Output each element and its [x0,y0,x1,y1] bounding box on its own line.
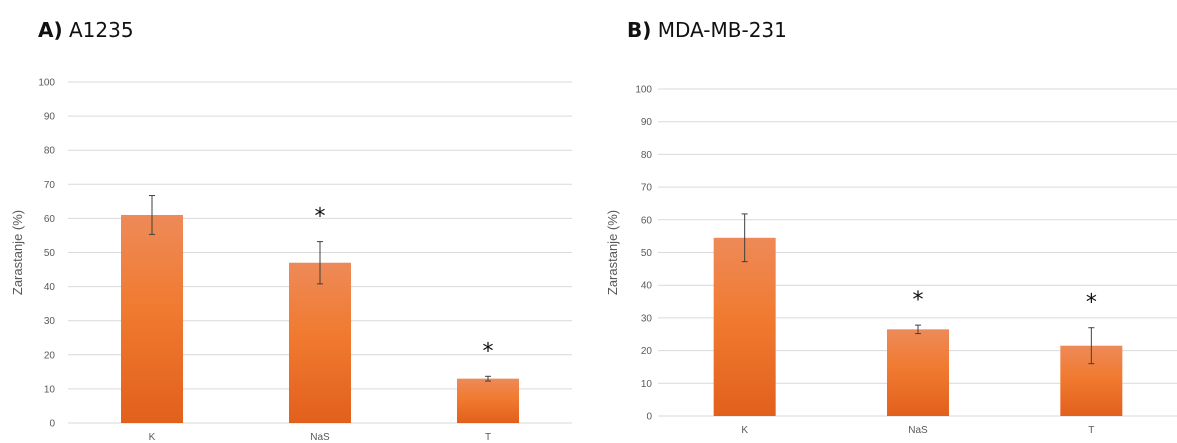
chart-a-ytick-label: 70 [44,180,56,191]
chart-a-ytick-label: 80 [44,146,56,157]
chart-a-xtick-label: NaS [310,432,330,443]
chart-b-ytick-label: 90 [641,117,653,128]
panel-b-name: MDA-MB-231 [657,18,787,42]
chart-a-ylabel: Zarastanje (%) [10,210,25,295]
chart-b-bar-nas [887,329,949,416]
chart-b-ytick-label: 70 [641,183,653,194]
panel-b-letter: B) [627,18,652,42]
chart-b-ytick-label: 100 [635,85,652,96]
chart-a-ytick-label: 10 [44,384,56,395]
chart-b: 0 10 20 30 40 50 60 70 80 90 100 Zarastanje (%) K * Na… [605,85,1177,436]
chart-a: 0 10 20 30 40 50 60 70 80 90 100 Zarastanje (%) K * Na… [10,78,572,443]
panel-a-title: A) A1235 [38,18,134,42]
chart-a-bar-nas [289,262,351,423]
chart-b-ytick-label: 40 [641,281,653,292]
panel-a-letter: A) [38,18,63,42]
chart-b-significance-marker: * [1086,291,1097,316]
chart-a-ytick-label: 40 [44,282,56,293]
chart-a-xtick-label: K [149,432,156,443]
chart-b-significance-marker: * [913,288,924,313]
chart-b-ytick-label: 10 [641,379,653,390]
chart-b-xtick-label: NaS [908,425,928,436]
chart-b-xtick-label: T [1088,425,1094,436]
panel-b-title: B) MDA-MB-231 [627,18,787,42]
chart-b-ylabel: Zarastanje (%) [605,210,620,295]
chart-b-ytick-label: 20 [641,346,653,357]
chart-a-bar-t [457,378,519,423]
chart-b-bar-k [713,237,776,416]
chart-a-ytick-label: 0 [49,419,55,430]
chart-a-ytick-label: 30 [44,316,56,327]
chart-a-ytick-label: 100 [38,78,55,89]
chart-a-xtick-label: T [485,432,491,443]
chart-a-bar-k [121,214,183,423]
chart-b-ytick-label: 50 [641,248,653,259]
chart-a-ytick-label: 90 [44,112,56,123]
chart-b-ytick-label: 80 [641,150,653,161]
chart-a-ytick-label: 50 [44,248,56,259]
chart-a-ytick-label: 20 [44,350,56,361]
chart-b-ytick-label: 0 [646,412,652,423]
chart-a-significance-marker: * [483,339,494,364]
chart-b-xtick-label: K [741,425,748,436]
chart-a-ytick-label: 60 [44,214,56,225]
chart-b-ytick-label: 30 [641,313,653,324]
chart-b-ytick-label: 60 [641,215,653,226]
panel-a-name: A1235 [68,18,134,42]
chart-a-significance-marker: * [315,205,326,230]
